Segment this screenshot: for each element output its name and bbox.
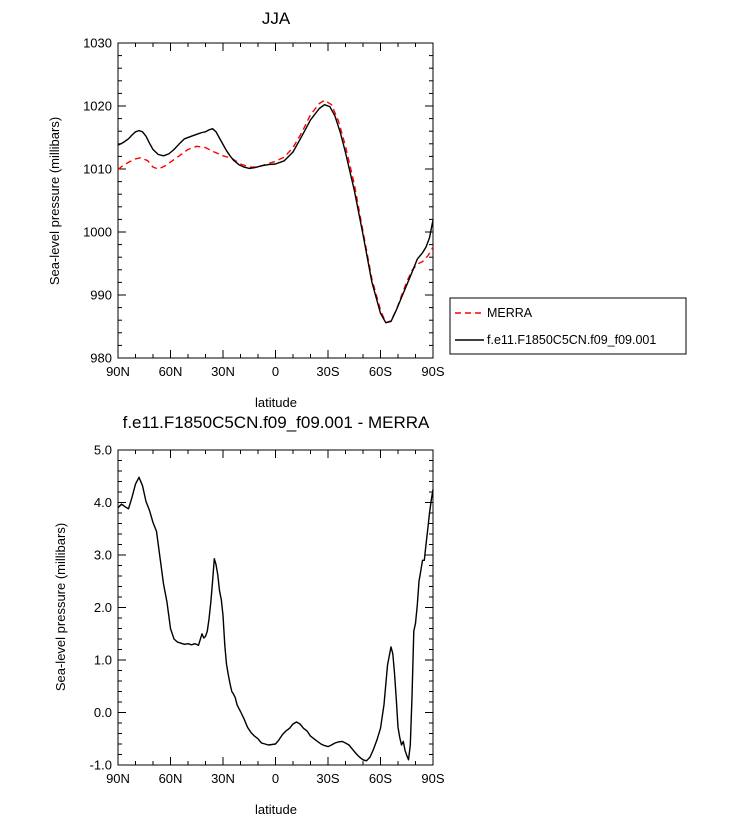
bottom-chart-y-tick-label: 2.0	[94, 600, 112, 615]
top-chart-y-tick-label: 980	[90, 351, 112, 366]
bottom-chart-plot-area: 90N 60N 30N 0 30S 60S 90S -1.0 0.0 1.0 2.0 3.0 4.0 5.…	[90, 443, 445, 787]
top-chart-y-tick-label: 1020	[83, 99, 112, 114]
top-chart-x-tick-label: 30N	[211, 364, 235, 379]
bottom-chart-frame	[117, 449, 434, 766]
top-chart-y-tick-label: 990	[90, 288, 112, 303]
bottom-chart-y-tick-label: 0.0	[94, 705, 112, 720]
top-chart-merra-series-line	[117, 99, 434, 324]
top-chart-y-tick-label: 1010	[83, 162, 112, 177]
top-chart-x-tick-label: 60S	[369, 364, 392, 379]
top-chart-model-series-line	[117, 103, 434, 324]
bottom-chart-x-tick-label: 60N	[159, 771, 183, 786]
top-chart-x-tick-label: 90S	[421, 364, 444, 379]
bottom-chart-x-axis-label: latitude	[255, 802, 297, 817]
bottom-chart-y-tick-label: -1.0	[90, 758, 112, 773]
top-chart-x-tick-label: 0	[272, 364, 279, 379]
bottom-chart-difference-series-line	[117, 476, 434, 762]
top-chart-y-tick-label: 1030	[83, 36, 112, 51]
bottom-chart-y-tick-label: 5.0	[94, 443, 112, 458]
top-chart-x-tick-label: 30S	[316, 364, 339, 379]
bottom-chart-x-tick-label: 60S	[369, 771, 392, 786]
chart-legend: MERRA f.e11.F1850C5CN.f09_f09.001	[449, 297, 687, 355]
bottom-chart-y-axis-label: Sea-level pressure (millibars)	[53, 523, 68, 691]
bottom-chart-y-tick-label: 3.0	[94, 548, 112, 563]
bottom-chart-x-tick-label: 90N	[106, 771, 130, 786]
bottom-chart-x-tick-label: 0	[272, 771, 279, 786]
bottom-chart-x-tick-label: 30N	[211, 771, 235, 786]
top-chart-y-axis-label: Sea-level pressure (millibars)	[47, 117, 62, 285]
top-chart-plot-area: 90N 60N 30N 0 30S 60S 90S 980 990 1000 1010 1020 103…	[83, 36, 445, 380]
bottom-chart-x-tick-label: 90S	[421, 771, 444, 786]
top-chart-x-tick-label: 60N	[159, 364, 183, 379]
bottom-chart-x-tick-label: 30S	[316, 771, 339, 786]
top-chart-y-tick-label: 1000	[83, 225, 112, 240]
top-chart-frame	[117, 42, 434, 359]
legend-box	[449, 297, 687, 355]
legend-label-model: f.e11.F1850C5CN.f09_f09.001	[487, 333, 656, 347]
top-chart-title: JJA	[262, 9, 291, 28]
bottom-chart-title: f.e11.F1850C5CN.f09_f09.001 - MERRA	[123, 413, 430, 432]
top-chart-x-axis-label: latitude	[255, 395, 297, 410]
bottom-chart-y-tick-label: 1.0	[94, 653, 112, 668]
legend-label-merra: MERRA	[487, 306, 533, 320]
bottom-chart-y-tick-label: 4.0	[94, 495, 112, 510]
top-chart-x-tick-label: 90N	[106, 364, 130, 379]
